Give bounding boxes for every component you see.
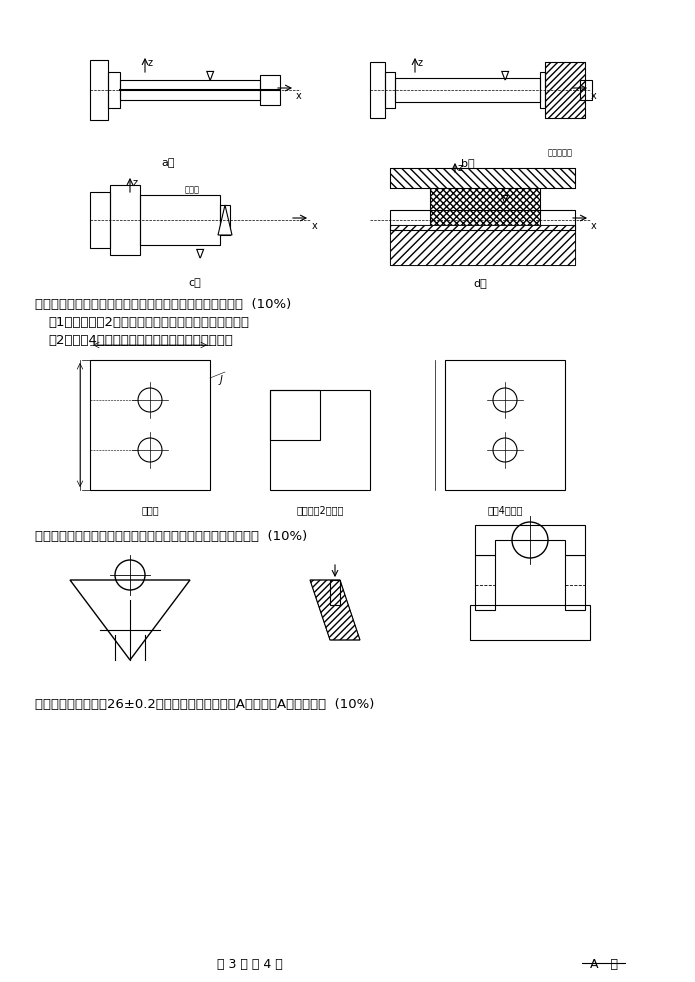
Text: 七、指出下列工件在结构工艺性方面的错误，并画图给以改正．  (10%): 七、指出下列工件在结构工艺性方面的错误，并画图给以改正． (10%) bbox=[35, 530, 307, 543]
Bar bbox=[270, 390, 370, 490]
Text: ∇: ∇ bbox=[195, 248, 204, 261]
Bar bbox=[140, 195, 220, 245]
Text: 铣削平面2工序图: 铣削平面2工序图 bbox=[296, 505, 344, 515]
Polygon shape bbox=[310, 580, 360, 640]
Bar bbox=[540, 72, 545, 108]
Polygon shape bbox=[475, 525, 585, 555]
Text: z: z bbox=[148, 58, 153, 68]
Bar bbox=[260, 75, 280, 105]
Text: 六、图示为某箱体零件的零件图及工序图，试在图中指出：  (10%): 六、图示为某箱体零件的零件图及工序图，试在图中指出： (10%) bbox=[35, 298, 291, 311]
Bar bbox=[390, 210, 575, 230]
Bar bbox=[90, 192, 110, 248]
Text: 小组圆小轴: 小组圆小轴 bbox=[548, 148, 573, 157]
Text: x: x bbox=[591, 91, 597, 101]
Bar bbox=[545, 62, 585, 118]
Bar bbox=[385, 72, 395, 108]
Text: z: z bbox=[133, 178, 138, 188]
Polygon shape bbox=[70, 580, 190, 660]
Bar bbox=[90, 360, 210, 490]
Text: c）: c） bbox=[188, 278, 202, 288]
Bar bbox=[220, 205, 230, 235]
Bar bbox=[390, 225, 575, 265]
Bar bbox=[580, 80, 592, 100]
Bar bbox=[390, 225, 575, 265]
Bar bbox=[270, 390, 320, 440]
Text: x: x bbox=[296, 91, 302, 101]
Text: 八、如图所示，由于26±0.2不易测量，现改为测量A，试计算A及其公差．  (10%): 八、如图所示，由于26±0.2不易测量，现改为测量A，试计算A及其公差． (10… bbox=[35, 698, 375, 711]
Bar bbox=[120, 80, 260, 100]
Text: b）: b） bbox=[461, 158, 475, 168]
Polygon shape bbox=[218, 205, 232, 235]
Text: J: J bbox=[220, 375, 223, 385]
Bar bbox=[108, 72, 120, 108]
Bar bbox=[390, 168, 575, 188]
Text: x: x bbox=[312, 221, 318, 231]
Text: A   卷: A 卷 bbox=[590, 958, 618, 971]
Bar bbox=[330, 580, 340, 605]
Bar bbox=[445, 360, 565, 490]
Bar bbox=[475, 555, 495, 610]
Bar bbox=[430, 175, 540, 225]
Bar bbox=[370, 62, 385, 118]
Text: a）: a） bbox=[161, 158, 174, 168]
Text: ∇: ∇ bbox=[500, 70, 508, 83]
Text: d）: d） bbox=[473, 278, 487, 288]
Bar bbox=[390, 168, 575, 188]
Text: 零心孔: 零心孔 bbox=[185, 185, 200, 194]
Bar bbox=[470, 605, 590, 640]
Text: 零件注: 零件注 bbox=[141, 505, 159, 515]
Bar bbox=[110, 185, 140, 255]
Text: 第 3 页 共 4 页: 第 3 页 共 4 页 bbox=[217, 958, 283, 971]
Text: 镗孔4工序图: 镗孔4工序图 bbox=[487, 505, 523, 515]
Text: z: z bbox=[418, 58, 423, 68]
Text: （1）铣削平面2时的设计基准、定位基准和测量基准；: （1）铣削平面2时的设计基准、定位基准和测量基准； bbox=[48, 316, 249, 329]
Text: x: x bbox=[591, 221, 597, 231]
Bar bbox=[395, 78, 540, 102]
Text: ∇: ∇ bbox=[500, 195, 507, 205]
Bar bbox=[565, 555, 585, 610]
Bar bbox=[545, 62, 585, 118]
Bar bbox=[430, 175, 540, 225]
Bar bbox=[90, 60, 108, 120]
Text: z: z bbox=[458, 163, 463, 173]
Text: ∇: ∇ bbox=[205, 70, 213, 83]
Text: （2）镗孔4时的设计基准、定位基准和测量基准．: （2）镗孔4时的设计基准、定位基准和测量基准． bbox=[48, 334, 233, 347]
